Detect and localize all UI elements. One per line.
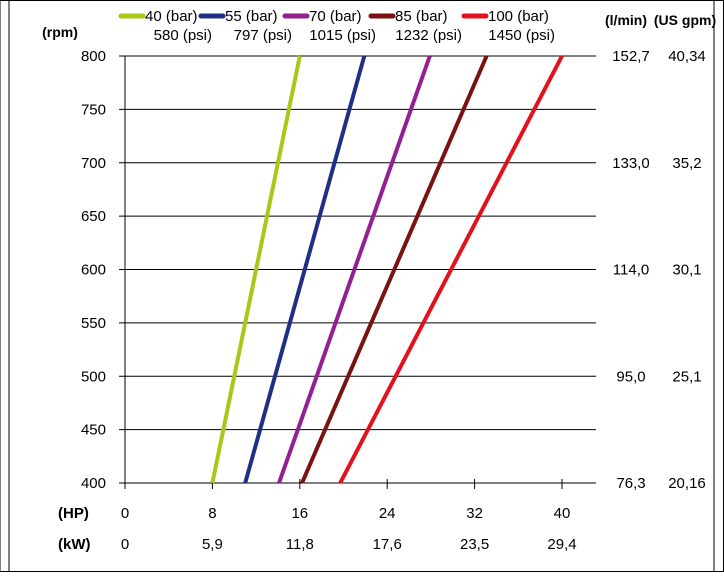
- y-tick-label-450: 450: [81, 422, 106, 439]
- x-tick-label-hp-0: 0: [121, 505, 129, 522]
- legend-name-3: 70 (bar): [309, 8, 362, 25]
- x-tick-label-kw-17,6: 17,6: [373, 536, 402, 553]
- flow-lmin-800: 152,7: [612, 48, 650, 65]
- flow-gpm-800: 40,34: [668, 48, 706, 65]
- flow-lmin-700: 133,0: [612, 155, 650, 172]
- x-tick-label-hp-16: 16: [291, 505, 308, 522]
- x-tick-label-hp-32: 32: [466, 505, 483, 522]
- y-tick-label-500: 500: [81, 368, 106, 385]
- series-line-3: [277, 55, 432, 484]
- x-tick-label-kw-5,9: 5,9: [202, 536, 223, 553]
- legend-name-2: 55 (bar): [225, 8, 278, 25]
- y-tick-label-750: 750: [81, 101, 106, 118]
- x-tick-label-kw-23,5: 23,5: [460, 536, 489, 553]
- y-tick-label-550: 550: [81, 315, 106, 332]
- flow-gpm-600: 30,1: [672, 262, 701, 279]
- legend-name-5: 100 (bar): [488, 8, 549, 25]
- y-tick-label-600: 600: [81, 262, 106, 279]
- series-line-2: [243, 55, 367, 484]
- legend-name-1: 40 (bar): [145, 8, 198, 25]
- series-line-1: [210, 55, 302, 484]
- flow-gpm-400: 20,16: [668, 475, 706, 492]
- flow-labels: 152,7 40,34 133,0 35,2 114,0 30,1 95,0 25,1 76,3…: [612, 48, 706, 492]
- legend-sub-2: 797 (psi): [234, 27, 292, 44]
- x-tick-labels: 0 8 16 24 32 40 0 5,9 11,8 17,6 23,5 29,4: [121, 505, 577, 553]
- legend-sub-4: 1232 (psi): [395, 27, 462, 44]
- flow-gpm-500: 25,1: [672, 368, 701, 385]
- x-tick-label-kw-11,8: 11,8: [286, 536, 314, 553]
- legend-name-4: 85 (bar): [395, 8, 448, 25]
- legend: 40 (bar) 580 (psi) 55 (bar) 797 (psi) 70 (ba…: [118, 8, 555, 44]
- x-tick-label-hp-40: 40: [554, 505, 571, 522]
- y-tick-label-650: 650: [81, 208, 106, 225]
- series-line-5: [338, 55, 564, 484]
- flow-lmin-header: (l/min): [605, 12, 647, 28]
- x-axis-label-kw: (kW): [58, 536, 91, 553]
- axes: [124, 56, 563, 489]
- x-tick-label-hp-8: 8: [208, 505, 216, 522]
- y-tick-label-800: 800: [81, 48, 106, 65]
- flow-lmin-400: 76,3: [616, 475, 645, 492]
- grid-lines: [119, 55, 596, 484]
- flow-gpm-header: (US gpm): [654, 12, 716, 28]
- y-axis-label: (rpm): [42, 24, 78, 40]
- flow-lmin-500: 95,0: [616, 368, 645, 385]
- legend-sub-1: 580 (psi): [154, 27, 212, 44]
- series-lines: [210, 55, 564, 484]
- y-tick-label-400: 400: [81, 475, 106, 492]
- series-line-4: [300, 55, 489, 484]
- y-tick-label-700: 700: [81, 155, 106, 172]
- x-tick-label-hp-24: 24: [379, 505, 396, 522]
- flow-gpm-700: 35,2: [672, 155, 701, 172]
- legend-sub-5: 1450 (psi): [488, 27, 555, 44]
- x-tick-label-kw-29,4: 29,4: [547, 536, 576, 553]
- legend-sub-3: 1015 (psi): [309, 27, 376, 44]
- y-tick-labels: 400 450 500 550 600 650 700 750 800: [81, 48, 106, 492]
- flow-lmin-600: 114,0: [613, 262, 649, 279]
- x-tick-label-kw-0: 0: [121, 536, 129, 553]
- x-axis-label-hp: (HP): [58, 505, 89, 522]
